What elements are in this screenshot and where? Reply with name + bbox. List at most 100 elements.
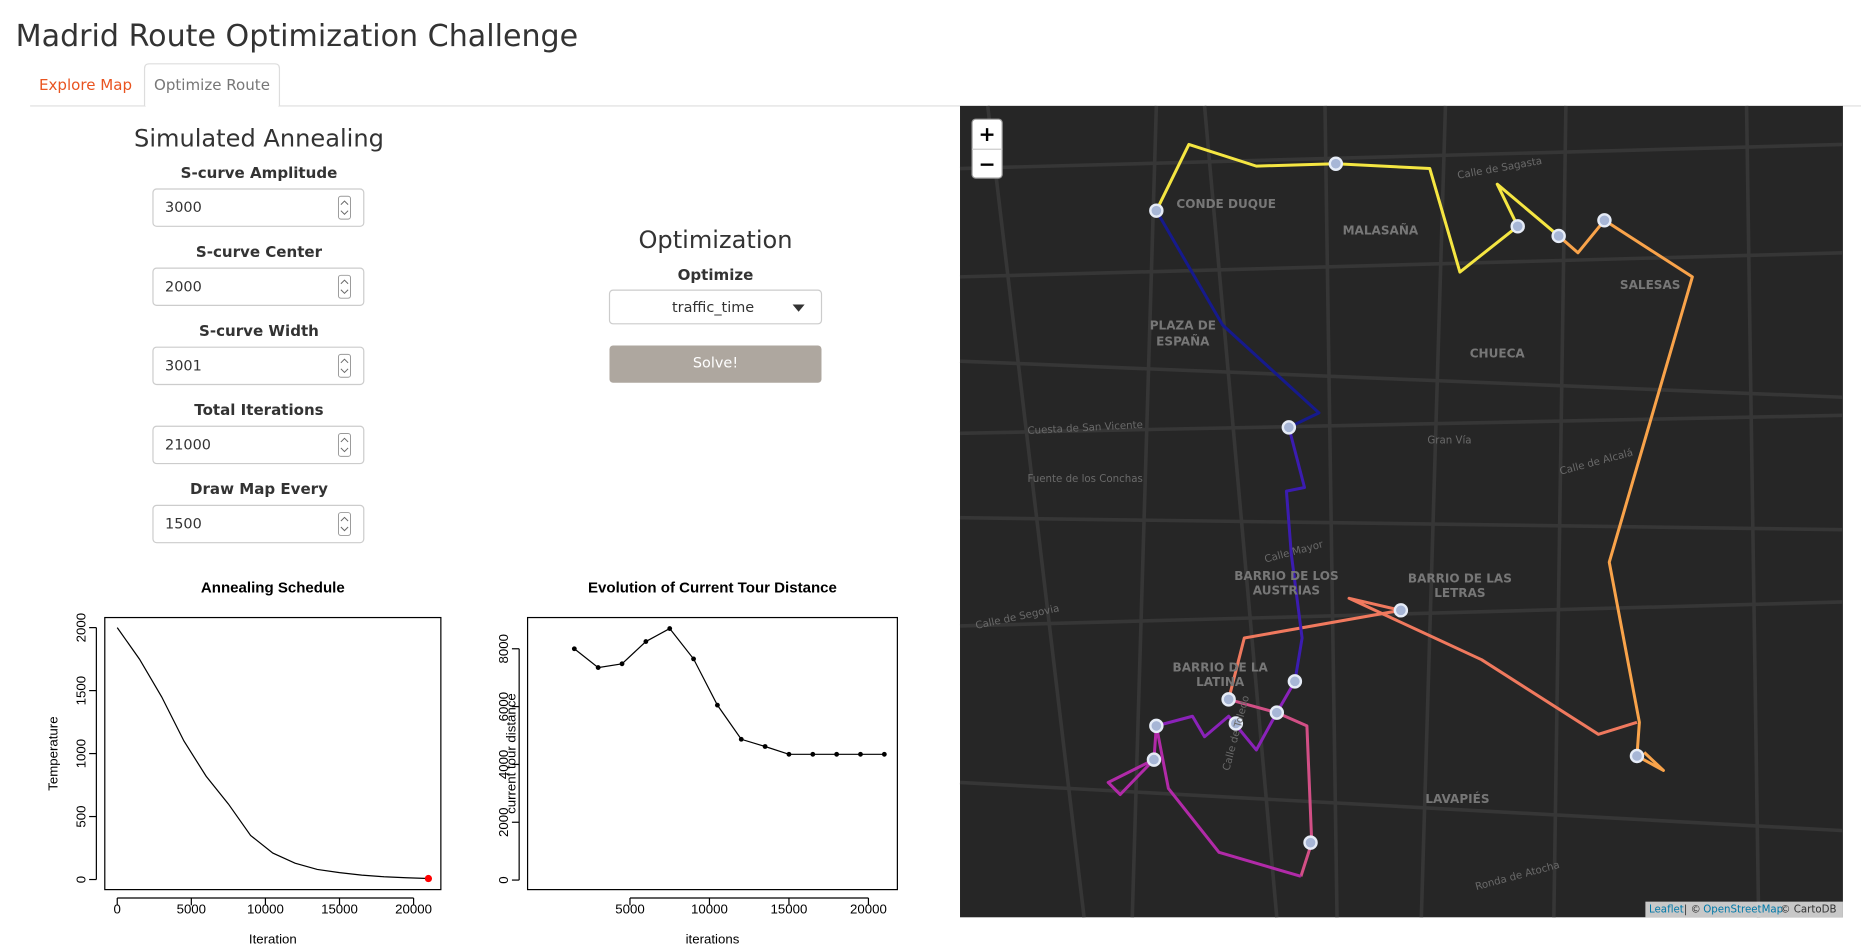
neighborhood-label: ESPAÑA — [1156, 333, 1210, 348]
spinner-arrows — [340, 200, 349, 215]
point — [667, 626, 673, 631]
select-value: traffic_time — [672, 300, 754, 316]
point — [881, 751, 887, 757]
stop-marker[interactable] — [1597, 213, 1612, 228]
neighborhood-label: SALESAS — [1620, 278, 1681, 292]
zoom-in[interactable]: + — [979, 122, 996, 146]
street — [1744, 105, 1761, 918]
active-tab[interactable] — [143, 63, 281, 106]
select[interactable] — [608, 289, 823, 325]
input-value: 21000 — [165, 438, 211, 454]
number-input[interactable] — [152, 267, 365, 307]
x-tick-label: 15000 — [771, 902, 808, 917]
stop-marker[interactable] — [1281, 420, 1297, 435]
number-input[interactable] — [152, 504, 365, 544]
route-segment — [1154, 142, 1560, 274]
point — [762, 744, 768, 749]
point — [738, 736, 744, 742]
neighborhood-label: BARRIO DE LOS — [1234, 569, 1338, 583]
street — [959, 780, 1844, 833]
y-tick-label: 1500 — [73, 676, 88, 705]
street — [959, 250, 1843, 279]
x-tick-label: 0 — [114, 902, 121, 917]
spinner[interactable] — [337, 353, 352, 378]
input-value: 3001 — [165, 358, 202, 374]
current-point — [424, 874, 433, 883]
spinner[interactable] — [337, 512, 352, 536]
point — [571, 646, 577, 652]
route-segment — [1155, 209, 1321, 429]
route-segment — [1227, 596, 1638, 736]
series-line — [573, 627, 885, 755]
y-tick-label: 8000 — [496, 634, 511, 663]
x-tick-label: 10000 — [691, 902, 728, 917]
y-tick-label: 4000 — [496, 750, 511, 779]
solve-button[interactable] — [609, 345, 822, 383]
street — [1419, 105, 1448, 918]
y-axis-title: current tour distance — [503, 693, 518, 814]
number-input[interactable] — [152, 346, 365, 386]
route-segment — [1284, 426, 1307, 682]
point — [619, 661, 625, 667]
street — [1323, 105, 1339, 918]
spinner[interactable] — [337, 195, 352, 220]
street — [959, 359, 1844, 400]
stop-marker[interactable] — [1269, 705, 1285, 720]
stop-marker[interactable] — [1328, 156, 1344, 171]
street — [959, 413, 1843, 436]
page-title: Madrid Route Optimization Challenge — [16, 19, 579, 54]
stop-marker[interactable] — [1146, 752, 1162, 767]
point — [643, 639, 649, 644]
attribution: | © — [1684, 904, 1701, 915]
input-value: 3000 — [165, 200, 202, 216]
plot-box — [526, 616, 898, 891]
neighborhood-label: BARRIO DE LA — [1173, 661, 1269, 675]
number-input[interactable] — [152, 188, 365, 227]
stop-marker[interactable] — [1228, 716, 1244, 731]
attribution[interactable]: Leaflet — [1649, 904, 1684, 915]
y-tick-label: 2000 — [496, 808, 511, 837]
street — [985, 105, 1086, 918]
point — [834, 751, 840, 757]
spinner-arrows — [340, 516, 349, 532]
stop-marker[interactable] — [1221, 692, 1236, 707]
route-segment — [1106, 724, 1302, 878]
y-tick-label: 1000 — [73, 739, 88, 768]
neighborhood-label: LATINA — [1196, 675, 1245, 689]
x-tick-label: 10000 — [247, 902, 284, 917]
neighborhood-label: CHUECA — [1470, 346, 1526, 360]
chart-title: Evolution of Current Tour Distance — [588, 580, 837, 597]
panel-title: Simulated Annealing — [134, 125, 384, 153]
stop-marker[interactable] — [1393, 603, 1409, 618]
x-axis-title: iterations — [686, 932, 740, 947]
stop-marker[interactable] — [1629, 748, 1645, 764]
zoom-out[interactable]: − — [979, 152, 996, 176]
spinner[interactable] — [337, 274, 352, 299]
field-label: S-curve Width — [199, 322, 319, 340]
point — [595, 665, 601, 670]
y-axis-title: Temperature — [46, 716, 61, 790]
stop-marker[interactable] — [1510, 219, 1525, 234]
neighborhood-label: MALASAÑA — [1343, 223, 1419, 238]
stop-marker[interactable] — [1149, 718, 1164, 734]
neighborhood-label: PLAZA DE — [1150, 319, 1216, 333]
input-value: 1500 — [165, 517, 202, 533]
attribution: © CartoDB — [1780, 904, 1836, 915]
x-tick-label: 5000 — [177, 902, 206, 917]
attribution[interactable]: OpenStreetMap — [1703, 904, 1783, 915]
point — [858, 751, 863, 757]
stop-marker[interactable] — [1149, 203, 1164, 218]
point — [810, 751, 816, 757]
field-label: Total Iterations — [194, 401, 323, 419]
number-input[interactable] — [152, 425, 365, 465]
tab[interactable]: Explore Map — [39, 76, 132, 94]
spinner[interactable] — [337, 433, 352, 457]
x-tick-label: 20000 — [395, 902, 432, 917]
stop-marker[interactable] — [1287, 674, 1303, 689]
tab[interactable]: Optimize Route — [154, 76, 270, 94]
stop-marker[interactable] — [1303, 835, 1318, 850]
stop-marker[interactable] — [1551, 228, 1566, 244]
